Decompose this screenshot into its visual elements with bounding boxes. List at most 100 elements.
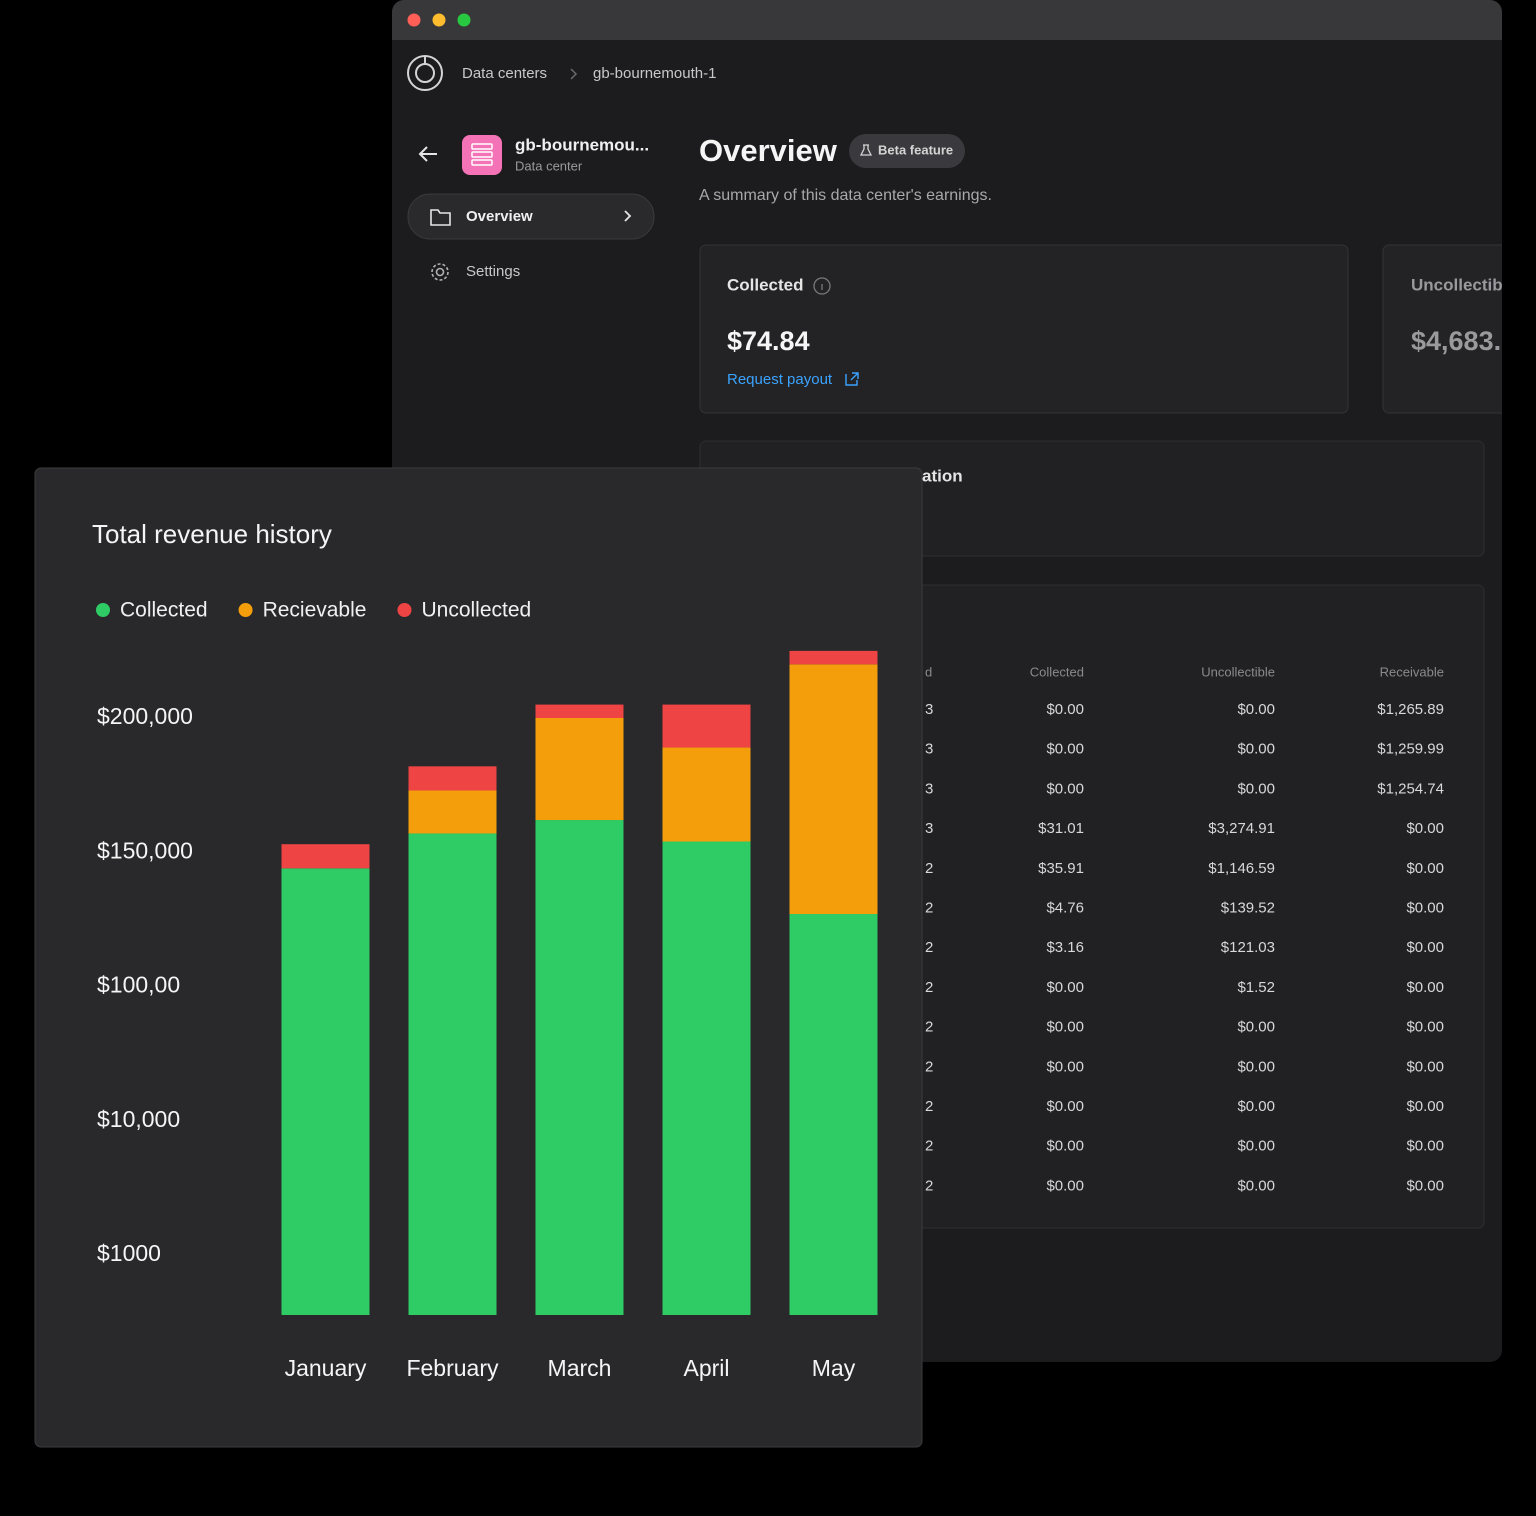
nav-label[interactable]: Settings [466,263,520,280]
gear-icon [431,263,449,281]
table-cell: $31.01 [1038,820,1084,837]
legend-swatch [238,603,253,617]
table-cell: $4.76 [1046,899,1084,916]
table-cell: $0.00 [1046,780,1084,797]
table-cell: $0.00 [1237,1177,1275,1194]
table-cell: $1,146.59 [1208,860,1275,877]
table-cell: $0.00 [1406,860,1444,877]
badge-label: Beta feature [878,142,953,157]
bar-segment [535,704,624,718]
legend-label: Uncollected [421,599,531,622]
column-header: Receivable [1380,664,1444,679]
table-cell: $1.52 [1237,979,1275,996]
bar-segment [281,868,370,1315]
table-cell: 3 [925,701,933,718]
table-cell: $0.00 [1406,1138,1444,1155]
chart-title: Total revenue history [92,519,332,549]
x-tick-label: January [285,1355,367,1381]
bar-segment [789,664,878,915]
table-cell: $1,265.89 [1377,701,1444,718]
table-cell: 3 [925,780,933,797]
bar-segment [535,718,624,821]
bar-segment [789,914,878,1315]
table-cell: $0.00 [1046,1098,1084,1115]
table-cell: 2 [925,860,933,877]
column-header: Collected [1030,664,1084,679]
table-cell: $1,254.74 [1377,780,1444,797]
nav-item-active[interactable] [407,193,655,240]
y-tick-label: $200,000 [97,703,193,729]
table-cell: 2 [925,979,933,996]
table-cell: $0.00 [1406,820,1444,837]
back-button[interactable] [418,146,437,162]
datacenter-name: gb-bournemou... [515,135,649,154]
table-cell: $0.00 [1046,1058,1084,1075]
table-cell: 2 [925,1177,933,1194]
datacenter-type: Data center [515,158,583,173]
table-cell: $0.00 [1406,979,1444,996]
table-cell: $0.00 [1046,1138,1084,1155]
table-cell: $0.00 [1237,1058,1275,1075]
close-button[interactable] [407,13,421,27]
earnings-table: d Collected Uncollectible Receivable 3 $0.00 $… [925,664,1444,1194]
title-bar [392,0,1502,40]
table-cell: $0.00 [1406,1019,1444,1036]
table-cell: $0.00 [1237,1098,1275,1115]
bar-segment [662,704,751,748]
y-tick-label: $10,000 [97,1106,180,1132]
bar-segment [408,766,497,791]
table-cell: $0.00 [1237,741,1275,758]
table-cell: $0.00 [1046,741,1084,758]
folder-icon [430,209,451,226]
table-cell: $0.00 [1046,979,1084,996]
column-header: d [925,664,932,679]
table-cell: $1,259.99 [1377,741,1444,758]
breadcrumb-link[interactable]: Data centers [462,65,547,82]
table-cell: $3,274.91 [1208,820,1275,837]
y-tick-label: $150,000 [97,837,193,863]
table-cell: $0.00 [1237,701,1275,718]
legend-label: Recievable [263,599,367,622]
table-cell: 3 [925,820,933,837]
bar-segment [281,844,370,869]
y-tick-label: $100,00 [97,972,180,998]
legend-swatch [397,603,412,617]
column-header: Uncollectible [1201,664,1275,679]
table-cell: $0.00 [1046,701,1084,718]
table-cell: $0.00 [1237,780,1275,797]
table-cell: $0.00 [1406,1177,1444,1194]
stat-value: $4,683. [1411,326,1501,356]
stat-card [1382,244,1502,414]
y-tick-label: $1000 [97,1240,161,1266]
legend-label: Collected [120,599,208,622]
table-cell: 2 [925,1138,933,1155]
breadcrumb-current: gb-bournemouth-1 [593,65,716,82]
stat-label: Collected [727,275,804,294]
payout-link[interactable]: Request payout [727,371,833,388]
table-cell: 2 [925,1019,933,1036]
chart: $200,000 $150,000 $100,00 $10,000 $1000 Colle… [96,599,878,1381]
table-cell: $35.91 [1038,860,1084,877]
section-title: ation [922,466,963,485]
info-icon[interactable] [813,277,831,295]
breadcrumb-separator [570,68,578,80]
table-cell: $0.00 [1406,939,1444,956]
beta-icon [859,144,873,156]
stat-card [699,244,1349,414]
stat-label: Uncollectib [1411,275,1503,294]
table-cell: $121.03 [1221,939,1275,956]
table-cell: $0.00 [1046,1177,1084,1194]
table-cell: $0.00 [1406,1058,1444,1075]
x-tick-label: April [683,1355,729,1381]
legend-swatch [96,603,110,617]
page-subtitle: A summary of this data center's earnings… [699,187,992,204]
minimize-button[interactable] [432,13,446,27]
datacenter-icon [462,135,502,175]
zoom-button[interactable] [457,13,471,27]
beta-badge [849,134,965,168]
table-cell: $139.52 [1221,899,1275,916]
nav-label[interactable]: Overview [466,208,533,225]
table-cell: $0.00 [1046,1019,1084,1036]
